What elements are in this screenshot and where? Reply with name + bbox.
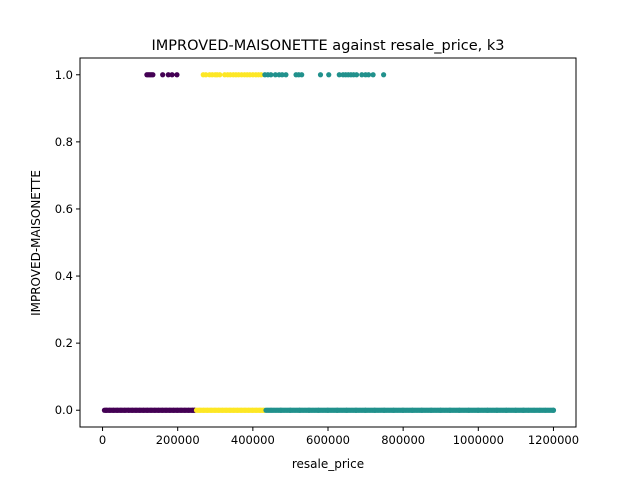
data-point — [365, 72, 372, 78]
data-point — [160, 72, 166, 78]
data-point — [550, 407, 557, 413]
x-axis-label: resale_price — [292, 457, 364, 471]
data-point — [353, 72, 360, 78]
data-point — [165, 72, 171, 78]
y-tick-label: 0.8 — [55, 135, 73, 149]
data-point — [326, 72, 332, 78]
data-point — [299, 72, 305, 78]
plot-frame — [79, 57, 577, 428]
data-point — [272, 72, 278, 78]
data-point — [203, 72, 209, 78]
y-tick-label: 0.6 — [55, 202, 73, 216]
chart-title: IMPROVED-MAISONETTE against resale_price… — [152, 38, 505, 54]
data-point — [169, 72, 175, 78]
y-tick-label: 1.0 — [55, 68, 73, 82]
y-axis-label: IMPROVED-MAISONETTE — [29, 170, 43, 316]
data-point — [370, 72, 376, 78]
x-tick-label: 800000 — [381, 433, 425, 447]
data-point — [217, 72, 223, 78]
x-tick-label: 0 — [99, 433, 106, 447]
data-point — [174, 72, 180, 78]
data-points — [101, 72, 557, 413]
data-point — [317, 72, 324, 78]
data-point — [279, 72, 285, 78]
y-tick-label: 0.2 — [55, 336, 73, 350]
x-tick-label: 1000000 — [453, 433, 504, 447]
y-tick-label: 0.4 — [55, 269, 73, 283]
x-axis-ticks: 0 200000 400000 600000 800000 1000000 1200000 — [99, 427, 579, 447]
data-point — [359, 72, 365, 78]
x-tick-label: 400000 — [231, 433, 275, 447]
data-point — [283, 72, 289, 78]
data-point — [150, 72, 156, 78]
data-point — [258, 72, 264, 78]
y-tick-label: 0.0 — [55, 403, 73, 417]
x-tick-label: 1200000 — [528, 433, 579, 447]
x-tick-label: 600000 — [306, 433, 350, 447]
y-axis-ticks: 0.0 0.2 0.4 0.6 0.8 1.0 — [55, 68, 80, 417]
x-tick-label: 200000 — [156, 433, 200, 447]
data-point — [336, 72, 342, 78]
data-point — [381, 72, 387, 78]
data-point — [268, 72, 274, 78]
